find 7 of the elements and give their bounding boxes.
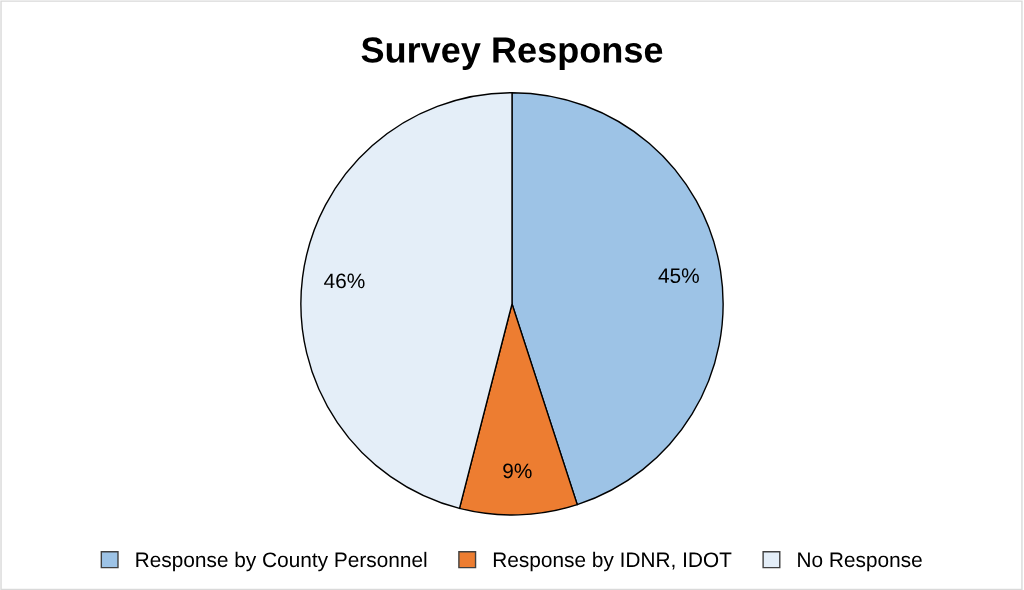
legend-label: No Response bbox=[798, 552, 922, 572]
chart-title: Survey Response bbox=[361, 37, 663, 70]
data-label: 46% bbox=[324, 273, 365, 289]
data-label: 45% bbox=[658, 268, 699, 284]
data-label: 9% bbox=[503, 463, 532, 479]
legend-label: Response by County Personnel bbox=[136, 551, 427, 572]
legend-label: Response by IDNR, IDOT bbox=[493, 551, 732, 572]
